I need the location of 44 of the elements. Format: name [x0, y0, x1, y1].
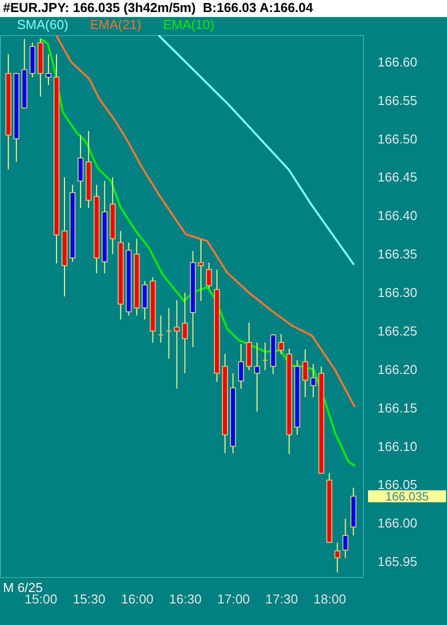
- y-tick-label: 166.25: [378, 323, 418, 338]
- line-series: [39, 38, 356, 467]
- x-tick-label: 15:30: [72, 592, 106, 606]
- y-tick-label: 166.45: [378, 170, 418, 185]
- candlestick: [182, 292, 188, 374]
- y-tick-label: 166.00: [378, 516, 418, 531]
- text: EMA(21): [90, 16, 142, 32]
- candlestick: [278, 334, 284, 355]
- candlestick: [206, 262, 212, 290]
- x-tick-label: 16:00: [120, 592, 154, 606]
- candlestick: [310, 364, 316, 398]
- x-tick-label: 18:00: [314, 592, 346, 606]
- text: EMA(10): [163, 16, 214, 32]
- candlestick: [334, 542, 340, 573]
- y-tick-label: 166.30: [378, 285, 418, 300]
- candlestick: [78, 134, 84, 208]
- candlestick: [342, 518, 348, 558]
- y-tick-label: 166.15: [378, 400, 418, 416]
- candlestick: [158, 315, 164, 344]
- chart-title: #EUR.JPY: 166.035 (3h42m/5m) B:166.03 A:166.04: [0, 0, 447, 17]
- y-tick-label: 166.35: [378, 246, 418, 262]
- y-tick-label: 166.10: [378, 438, 418, 454]
- candlestick: [45, 54, 52, 86]
- y-tick-label: 166.55: [378, 92, 418, 108]
- candlestick: [174, 300, 180, 390]
- y-tick-label: 166.40: [378, 208, 418, 224]
- y-tick-label: 166.50: [378, 131, 418, 146]
- x-tick-label: 16:30: [169, 592, 202, 606]
- x-tick-label: 17:00: [217, 592, 250, 606]
- y-tick-label: 166.20: [378, 362, 418, 377]
- y-tick-label: 166.60: [378, 54, 418, 70]
- x-tick-label: 17:30: [265, 592, 298, 606]
- candlestick: [254, 342, 260, 412]
- line-series: [158, 35, 354, 266]
- candlestick: [166, 307, 172, 360]
- y-tick-label: 165.95: [378, 554, 418, 570]
- candlestick: [262, 342, 268, 371]
- candlestick: [246, 322, 252, 371]
- candlestick: [238, 344, 244, 390]
- candlestick: [302, 348, 308, 398]
- candlestick: [142, 280, 148, 320]
- candlestick: [198, 239, 204, 302]
- line-series: [55, 35, 356, 408]
- text: SMA(60): [17, 16, 68, 32]
